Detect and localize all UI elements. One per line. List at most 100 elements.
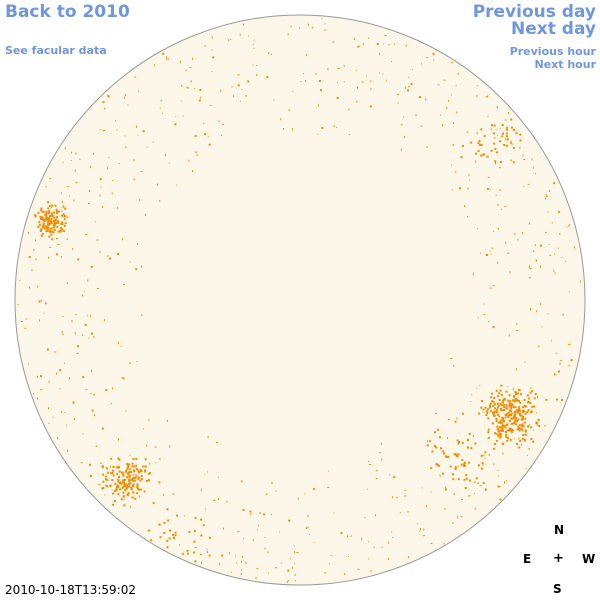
facula-mark: [553, 269, 555, 272]
facula-mark: [62, 200, 63, 203]
facula-mark: [496, 402, 499, 405]
facula-mark: [211, 49, 213, 51]
facula-mark: [530, 438, 533, 441]
facula-mark: [321, 126, 324, 129]
facula-mark: [432, 53, 435, 56]
facula-mark: [470, 447, 473, 450]
facula-mark: [516, 428, 519, 431]
facula-mark: [148, 529, 151, 532]
facula-mark: [327, 68, 329, 71]
facula-mark: [44, 225, 47, 228]
facula-mark: [93, 336, 95, 339]
facula-mark: [237, 84, 240, 87]
facula-mark: [560, 360, 562, 362]
facula-mark: [234, 555, 236, 557]
facula-mark: [193, 540, 196, 543]
facula-mark: [480, 406, 483, 409]
facula-mark: [518, 429, 521, 432]
observation-timestamp: 2010-10-18T13:59:02: [5, 583, 136, 597]
facula-mark: [74, 332, 76, 335]
facula-mark: [40, 217, 43, 220]
facula-mark: [41, 299, 43, 302]
next-day-link[interactable]: Next day: [511, 19, 596, 39]
facula-mark: [57, 437, 58, 440]
facula-mark: [536, 310, 538, 313]
facula-mark: [505, 241, 507, 244]
facula-mark: [84, 290, 86, 292]
facula-mark: [516, 322, 518, 325]
facula-mark: [554, 253, 555, 255]
facula-mark: [509, 399, 512, 402]
facula-mark: [523, 404, 526, 407]
facula-mark: [454, 453, 457, 455]
facula-mark: [468, 461, 470, 464]
facula-mark: [131, 478, 134, 481]
facula-mark: [472, 435, 474, 438]
facula-mark: [422, 535, 425, 537]
facula-mark: [34, 215, 37, 218]
facula-mark: [204, 45, 207, 47]
facula-mark: [66, 238, 68, 240]
facula-mark: [62, 161, 64, 163]
facula-mark: [106, 94, 108, 96]
facula-mark: [484, 488, 487, 491]
facula-mark: [518, 446, 521, 449]
facula-mark: [480, 454, 483, 457]
back-to-year-link[interactable]: Back to 2010: [5, 2, 130, 22]
facula-mark: [476, 482, 479, 484]
facula-mark: [306, 54, 308, 56]
see-facular-data-link[interactable]: See facular data: [5, 44, 107, 57]
facula-mark: [144, 470, 147, 473]
facula-mark: [496, 406, 499, 409]
facula-mark: [144, 213, 146, 216]
facula-mark: [207, 549, 209, 551]
facula-mark: [426, 440, 428, 443]
facula-mark: [48, 210, 51, 213]
facula-mark: [61, 331, 64, 333]
facula-mark: [71, 159, 73, 161]
previous-day-link[interactable]: Previous day: [472, 2, 596, 22]
facula-mark: [198, 99, 201, 102]
facula-mark: [495, 194, 497, 196]
facula-mark: [117, 493, 120, 496]
facula-mark: [130, 471, 133, 473]
facula-mark: [303, 73, 304, 75]
facula-mark: [502, 399, 505, 402]
facula-mark: [88, 190, 90, 193]
facula-mark: [292, 90, 294, 92]
facula-mark: [496, 134, 498, 136]
next-hour-link[interactable]: Next hour: [534, 58, 597, 71]
facula-mark: [523, 186, 525, 188]
facula-mark: [168, 162, 170, 164]
facula-mark: [135, 474, 138, 477]
facula-mark: [19, 279, 21, 281]
facula-mark: [62, 213, 65, 216]
facula-mark: [508, 428, 511, 431]
facula-mark: [498, 399, 501, 402]
facula-mark: [328, 562, 330, 564]
facula-mark: [466, 439, 469, 442]
facula-mark: [400, 148, 402, 151]
facula-mark: [42, 222, 45, 225]
facula-mark: [128, 478, 131, 481]
facula-mark: [513, 438, 515, 440]
facula-mark: [443, 452, 446, 455]
facula-mark: [221, 135, 223, 137]
facula-mark: [524, 417, 527, 420]
facula-mark: [186, 86, 188, 88]
facula-mark: [123, 283, 125, 285]
facula-mark: [482, 464, 484, 467]
facula-mark: [452, 478, 455, 481]
facula-mark: [64, 207, 67, 210]
facula-mark: [447, 437, 448, 440]
facula-mark: [271, 514, 272, 515]
facula-mark: [453, 453, 456, 456]
facula-mark: [495, 389, 498, 392]
previous-hour-link[interactable]: Previous hour: [509, 45, 596, 58]
facula-mark: [510, 412, 513, 415]
facula-mark: [519, 414, 522, 417]
facula-mark: [39, 215, 42, 218]
facula-mark: [499, 436, 502, 439]
facula-mark: [493, 132, 495, 135]
facula-mark: [474, 507, 476, 510]
